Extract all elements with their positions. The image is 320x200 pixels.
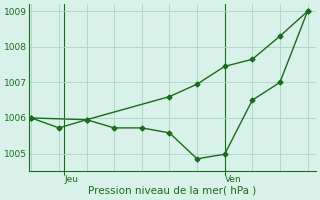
X-axis label: Pression niveau de la mer( hPa ): Pression niveau de la mer( hPa ) [88, 186, 256, 196]
